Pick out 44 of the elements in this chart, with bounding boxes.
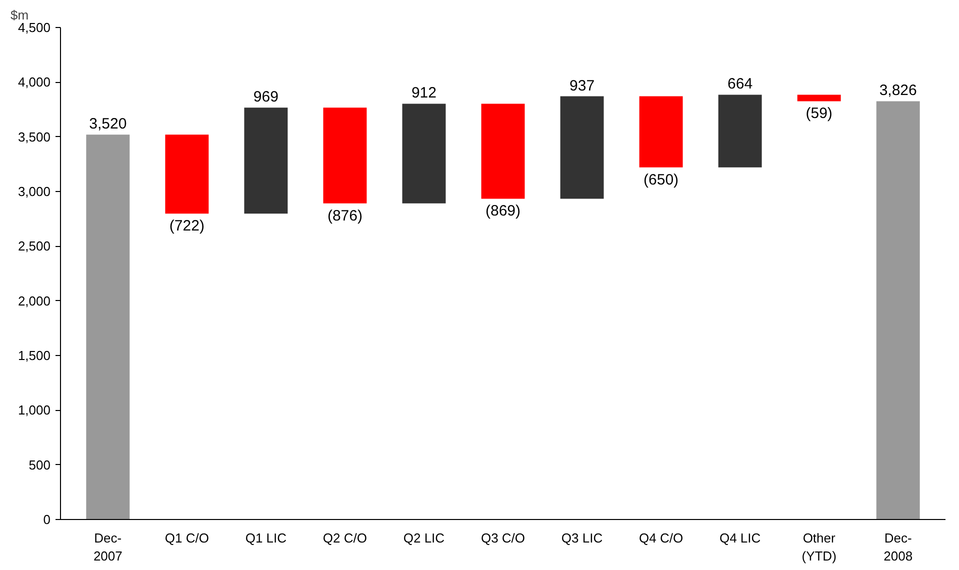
y-tick-label: 4,000 (18, 74, 51, 90)
y-tick-label: 3,000 (18, 184, 51, 199)
bar (639, 96, 683, 168)
bar (165, 134, 209, 214)
y-tick-label: 1,000 (18, 402, 51, 418)
bar (718, 94, 762, 168)
x-tick-label: Q2 LIC (403, 530, 445, 546)
x-tick-label: Q2 C/O (322, 530, 368, 546)
data-label: (59) (806, 105, 832, 122)
bar (402, 104, 446, 204)
bar (876, 101, 920, 520)
data-label: 664 (728, 76, 753, 93)
bar (323, 108, 367, 204)
y-tick-label: 3,500 (18, 129, 51, 144)
y-tick-label: 2,000 (18, 293, 51, 308)
y-tick-label: 1,500 (18, 348, 51, 363)
x-tick-label: Q3 C/O (480, 530, 526, 546)
y-tick-label: 0 (43, 512, 51, 527)
y-axis-title: $m (10, 8, 29, 22)
data-label: (876) (327, 207, 362, 224)
y-tick-label: 4,500 (18, 20, 51, 35)
data-label: 937 (570, 77, 595, 94)
bar (797, 94, 841, 102)
x-tick-label: Q1 C/O (164, 530, 209, 546)
bar (560, 96, 604, 199)
y-tick-label: 500 (28, 457, 51, 472)
data-label: 969 (253, 88, 278, 106)
data-label: (722) (169, 218, 204, 235)
x-tick-label: Q4 C/O (639, 530, 684, 546)
x-tick-label: Dec- 2008 (884, 530, 913, 564)
x-tick-label: Q1 LIC (245, 530, 287, 546)
bar (86, 134, 130, 520)
data-label: 912 (411, 84, 436, 102)
data-label: (869) (485, 202, 521, 220)
x-tick-label: Dec- 2007 (93, 530, 122, 564)
bar (481, 104, 525, 199)
bar (244, 108, 288, 214)
y-tick-label: 2,500 (18, 238, 51, 254)
data-label: (650) (644, 171, 679, 188)
x-tick-label: Other (YTD) (802, 530, 836, 564)
data-label: 3,520 (89, 116, 127, 133)
data-label: 3,826 (879, 82, 917, 100)
x-tick-label: Q4 LIC (719, 530, 761, 546)
x-tick-label: Q3 LIC (561, 530, 603, 546)
